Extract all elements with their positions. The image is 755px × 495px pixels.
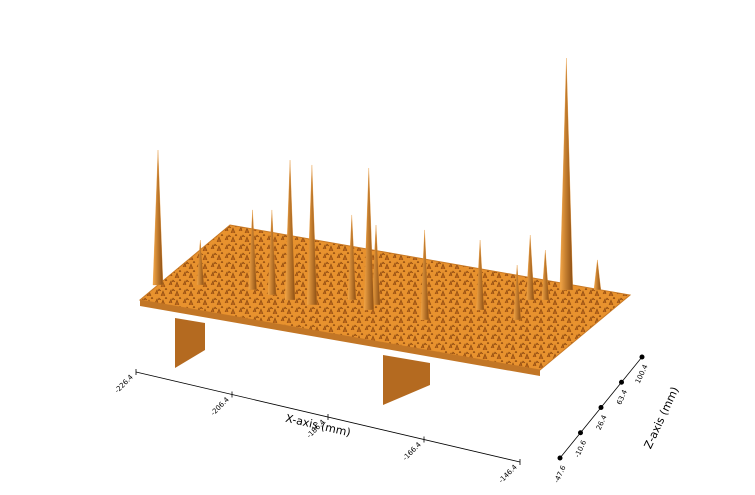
peak (152, 149, 164, 286)
peak (306, 164, 318, 306)
x-tick-label: -146.4 (497, 463, 519, 485)
peak (593, 259, 602, 291)
peak (475, 240, 485, 311)
z-axis-title: Z-axis (mm) (642, 385, 682, 451)
z-tick (619, 379, 624, 385)
z-tick-label: 100.4 (634, 363, 650, 385)
x-tick-label: -166.4 (401, 440, 423, 462)
peak (347, 214, 357, 301)
z-tick-label: -10.6 (573, 439, 588, 459)
x-tick-label: -206.4 (209, 395, 231, 417)
peak (420, 229, 430, 321)
peak (371, 224, 381, 306)
z-tick (639, 354, 645, 360)
peak (526, 235, 535, 301)
peak (267, 209, 277, 296)
z-tick-label: 63.4 (615, 388, 629, 406)
peak (248, 209, 257, 291)
surface (138, 224, 632, 405)
peak (284, 160, 296, 301)
z-tick-label: 26.4 (595, 413, 609, 431)
peak (559, 58, 573, 291)
z-tick (598, 405, 604, 410)
peak (513, 264, 522, 321)
peak (541, 250, 550, 301)
peak (196, 240, 205, 286)
z-tick (557, 455, 563, 461)
z-tick (578, 430, 583, 436)
peak (363, 167, 375, 311)
x-tick-label: -226.4 (113, 373, 135, 395)
z-tick-label: -47.6 (553, 464, 568, 484)
